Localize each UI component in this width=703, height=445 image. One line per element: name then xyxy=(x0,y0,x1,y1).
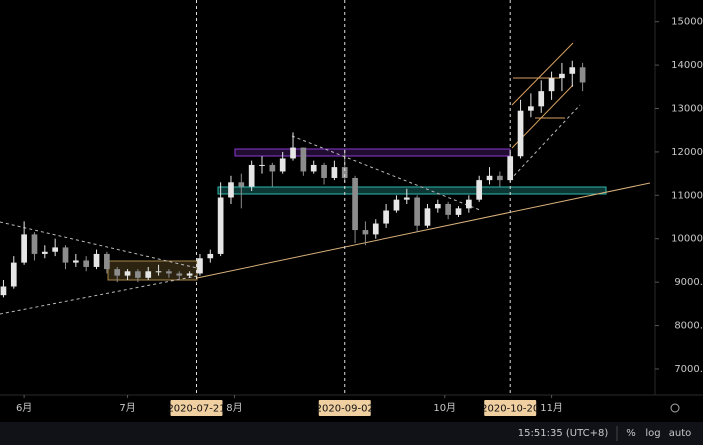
y-tick-label: 7000.00 xyxy=(674,364,703,375)
x-tick-label: 10月 xyxy=(433,402,456,414)
trend-line xyxy=(0,221,198,269)
candle-body xyxy=(279,158,286,172)
candle-body xyxy=(321,164,327,178)
candle-body xyxy=(362,230,369,235)
candle-body xyxy=(393,199,400,211)
candle-body xyxy=(145,271,152,278)
marker-label: 2020-10-20 xyxy=(481,404,539,415)
status-button[interactable]: auto xyxy=(669,428,692,439)
candle-body xyxy=(569,67,576,74)
candle-body xyxy=(372,223,379,235)
candle-body xyxy=(104,253,110,270)
candle-body xyxy=(10,262,17,287)
candle-body xyxy=(352,177,358,231)
status-bar xyxy=(0,422,703,445)
trend-line xyxy=(291,135,481,211)
x-tick-label: 7月 xyxy=(119,402,135,414)
candle-body xyxy=(383,210,389,224)
drawings xyxy=(0,42,651,315)
candle-body xyxy=(486,175,493,181)
zone-rect xyxy=(107,260,198,281)
status-time: 15:51:35 (UTC+8) xyxy=(518,428,609,439)
candle-body xyxy=(259,164,265,166)
candle-body xyxy=(465,199,472,209)
candle-body xyxy=(62,247,69,263)
candle-body xyxy=(135,271,141,278)
candle-body xyxy=(579,67,586,83)
marker-label-box xyxy=(318,400,371,416)
candle-body xyxy=(310,164,317,172)
candle-body xyxy=(124,271,131,276)
candle-body xyxy=(300,147,307,172)
candle-body xyxy=(497,175,503,181)
candle-body xyxy=(31,234,38,254)
candle-body xyxy=(238,182,245,187)
y-tick-label: 12000.00 xyxy=(671,147,703,158)
candle-body xyxy=(52,247,59,252)
candle-body xyxy=(548,78,555,92)
candle-body xyxy=(207,253,214,259)
candle-body xyxy=(476,180,483,200)
candle-body xyxy=(517,110,524,157)
candle-body xyxy=(290,147,296,159)
y-tick-label: 15000.00 xyxy=(671,17,703,28)
candle-body xyxy=(186,273,193,276)
marker-label-box xyxy=(484,400,537,416)
candle-body xyxy=(559,73,565,79)
candle-body xyxy=(403,197,410,200)
candle-body xyxy=(455,208,462,215)
candle-body xyxy=(217,197,224,254)
candle-body xyxy=(269,164,276,172)
status-button[interactable]: log xyxy=(645,428,660,439)
candle-body xyxy=(41,251,48,254)
y-tick-label: 9000.00 xyxy=(674,277,703,288)
zone-rect xyxy=(234,148,511,157)
status-button[interactable]: % xyxy=(626,428,636,439)
x-tick-label: 8月 xyxy=(226,402,242,414)
x-tick-label: 11月 xyxy=(540,402,563,414)
candle-body xyxy=(424,208,431,226)
marker-label: 2020-09-02 xyxy=(316,404,374,415)
candle-body xyxy=(341,167,348,178)
candle-body xyxy=(445,204,452,215)
x-tick-label: 6月 xyxy=(16,402,32,414)
candle-body xyxy=(166,271,172,274)
candle-body xyxy=(176,273,183,276)
zone-rect xyxy=(217,186,607,195)
candle-body xyxy=(197,258,203,274)
candle-body xyxy=(331,167,338,178)
candle-body xyxy=(0,286,7,296)
marker-label: 2020-07-21 xyxy=(167,404,225,415)
candle-body xyxy=(72,260,79,263)
candle-body xyxy=(434,204,441,209)
y-tick-label: 13000.00 xyxy=(671,104,703,115)
candle-body xyxy=(155,271,162,273)
trend-line xyxy=(196,182,651,279)
candle-body xyxy=(528,106,534,111)
candle-body xyxy=(114,269,121,276)
candle-body xyxy=(21,234,27,263)
y-tick-label: 11000.00 xyxy=(671,190,703,201)
candle-body xyxy=(414,197,420,226)
y-tick-label: 14000.00 xyxy=(671,60,703,71)
channel-line xyxy=(511,42,574,106)
marker-label-box xyxy=(170,400,223,416)
candle-body xyxy=(93,253,100,267)
y-tick-label: 10000.00 xyxy=(671,234,703,245)
candle-body xyxy=(228,182,234,198)
candle-body xyxy=(248,164,255,187)
y-tick-label: 8000.00 xyxy=(674,321,703,332)
candle-body xyxy=(83,260,90,267)
settings-icon[interactable] xyxy=(670,403,680,413)
candle-body xyxy=(538,91,545,107)
trend-line xyxy=(509,104,581,181)
